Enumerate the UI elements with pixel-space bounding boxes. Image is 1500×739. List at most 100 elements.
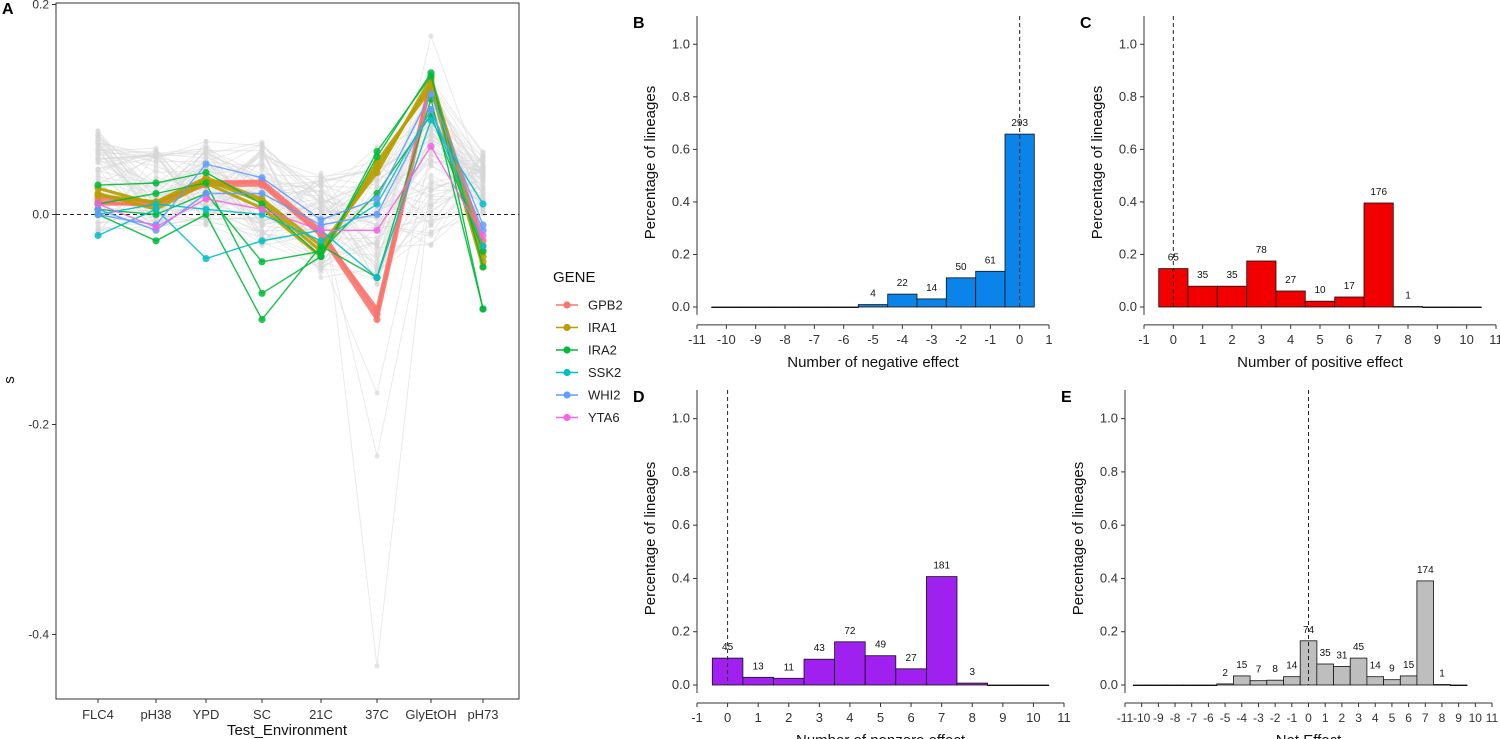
background-point xyxy=(428,193,434,199)
bar xyxy=(1249,680,1268,686)
x-tick-label: -10 xyxy=(717,332,736,347)
background-point xyxy=(95,146,101,152)
x-tick-label: -2 xyxy=(955,332,967,347)
y-axis-label: Percentage of lineages xyxy=(642,462,659,615)
x-tick-label: 3 xyxy=(1258,332,1265,347)
bar-count-label: 72 xyxy=(844,626,856,637)
background-point xyxy=(480,155,486,161)
background-point xyxy=(203,151,209,157)
background-point xyxy=(318,183,324,189)
background-point xyxy=(95,172,101,179)
background-point xyxy=(203,222,209,228)
background-point xyxy=(259,146,265,152)
bar xyxy=(926,576,958,686)
background-point xyxy=(480,188,486,194)
legend-label: GPB2 xyxy=(588,298,623,313)
series-point-ssk2 xyxy=(258,237,266,245)
y-tick-label: 1.0 xyxy=(1100,411,1118,426)
bar xyxy=(1366,676,1385,686)
x-tick-label: 3 xyxy=(1355,711,1362,725)
bar xyxy=(864,655,897,686)
background-line xyxy=(97,150,484,257)
bar-count-label: 1 xyxy=(1405,291,1411,302)
x-tick-label: 9 xyxy=(999,710,1006,725)
x-tick-label: GlyEtOH xyxy=(405,707,456,722)
series-point-yta6 xyxy=(94,200,102,208)
bar-count-label: 49 xyxy=(875,640,887,651)
x-tick-label: 4 xyxy=(1372,711,1379,725)
x-tick-label: 0 xyxy=(1170,332,1177,347)
legend-item-ira1: IRA1 xyxy=(556,320,617,335)
x-tick-label: 0 xyxy=(724,710,731,725)
series-point-ssk2 xyxy=(479,242,487,250)
background-point xyxy=(374,240,380,246)
bar-count-label: 31 xyxy=(1336,650,1348,661)
bar-count-label: 1 xyxy=(1439,669,1445,680)
bar-count-label: 35 xyxy=(1320,648,1332,659)
background-point xyxy=(374,258,380,264)
panel-d-label: D xyxy=(633,389,645,406)
x-tick-label: -8 xyxy=(779,332,791,347)
bar-count-label: 13 xyxy=(753,661,765,672)
series-point-ira2 xyxy=(258,258,266,266)
legend-label: SSK2 xyxy=(588,365,621,380)
background-line xyxy=(97,154,484,273)
x-tick-label: SC xyxy=(253,707,271,722)
background-point xyxy=(480,175,486,181)
x-tick-label: YPD xyxy=(193,707,220,722)
background-point xyxy=(428,204,434,210)
panel-a-x-ticks: FLC4 pH38 YPD SC 21C 37C GlyEtOH pH73 xyxy=(82,699,499,722)
bar-count-label: 65 xyxy=(1168,253,1180,264)
series-point-ira2 xyxy=(258,315,266,324)
x-tick-label: -5 xyxy=(867,332,879,347)
series-line-gpb2 xyxy=(97,71,485,313)
series-point-ssk2 xyxy=(152,200,160,208)
bar xyxy=(1304,300,1336,308)
x-tick-label: -11 xyxy=(688,332,706,347)
x-tick-label: 6 xyxy=(907,710,914,725)
background-line xyxy=(97,129,484,250)
background-point xyxy=(428,242,434,249)
bar-count-label: 35 xyxy=(1226,270,1238,281)
series-point-ira2 xyxy=(479,247,487,255)
x-tick-label: -3 xyxy=(926,332,938,347)
background-point xyxy=(318,258,324,264)
x-tick-label: 10 xyxy=(1026,710,1040,725)
x-tick-label: 7 xyxy=(1422,711,1429,725)
background-point xyxy=(480,179,486,185)
series-point-ssk2 xyxy=(373,200,381,208)
legend-swatch-point xyxy=(563,346,571,354)
bar-count-label: 27 xyxy=(1285,275,1297,286)
series-point-ira2 xyxy=(373,147,381,156)
series-line-yta6 xyxy=(97,144,484,236)
bar-count-label: 50 xyxy=(955,262,967,273)
series-point-whi2 xyxy=(373,210,381,219)
background-point xyxy=(318,274,324,280)
series-point-yta6 xyxy=(202,195,210,203)
x-tick-label: 1 xyxy=(1199,332,1206,347)
series-point-yta6 xyxy=(152,223,160,231)
background-line xyxy=(97,154,484,225)
series-point-whi2 xyxy=(202,189,210,198)
panel-a-label: A xyxy=(2,1,14,18)
x-tick-label: 3 xyxy=(816,710,823,725)
bar-count-label: 14 xyxy=(1286,661,1298,672)
bar xyxy=(1132,684,1151,687)
background-point xyxy=(428,163,434,169)
legend-item-ssk2: SSK2 xyxy=(556,365,621,380)
bar-count-label: 14 xyxy=(926,283,938,294)
background-point xyxy=(153,163,159,169)
series-point-gpb2 xyxy=(373,315,381,324)
x-tick-label: -7 xyxy=(809,332,821,347)
background-point xyxy=(95,131,101,137)
bar-count-label: 61 xyxy=(985,255,997,266)
background-point xyxy=(318,170,324,176)
series-point-whi2 xyxy=(202,160,210,168)
x-tick-label: -1 xyxy=(1286,711,1297,725)
legend-item-whi2: WHI2 xyxy=(556,388,621,403)
y-tick-label: 1.0 xyxy=(672,411,690,426)
x-tick-label: 37C xyxy=(365,707,389,722)
x-tick-label: -9 xyxy=(750,332,762,347)
